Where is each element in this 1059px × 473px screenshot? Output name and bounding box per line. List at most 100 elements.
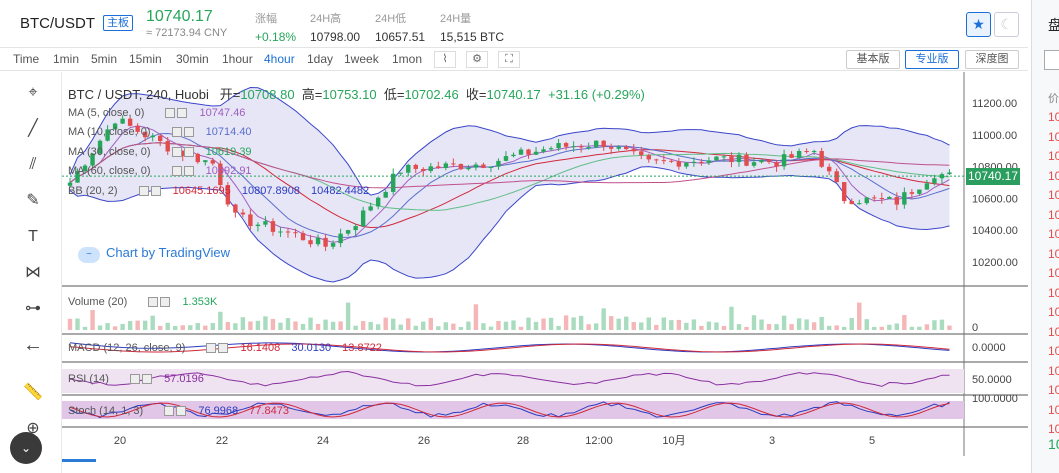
ma30-legend[interactable]: MA (30, close, 0) 10619.39: [68, 146, 252, 158]
stat-label: 24H高: [310, 13, 342, 25]
close-icon[interactable]: [183, 147, 194, 158]
collapse-icon[interactable]: ⌄: [10, 432, 42, 464]
volume-bar: [744, 326, 749, 330]
volume-bar: [203, 325, 208, 330]
timeframe-1hour[interactable]: 1hour: [222, 52, 253, 66]
trend-line-icon[interactable]: ╱: [28, 120, 38, 137]
close-icon[interactable]: [160, 297, 171, 308]
sell-price-row[interactable]: 10: [1048, 227, 1059, 241]
candle-body: [744, 154, 749, 166]
timeframe-4hour[interactable]: 4hour: [264, 52, 295, 66]
close-icon[interactable]: [142, 374, 153, 385]
pro-view-button[interactable]: 专业版: [905, 50, 959, 69]
volume-bar: [526, 317, 531, 330]
close-icon[interactable]: [177, 108, 188, 119]
close-icon[interactable]: [176, 406, 187, 417]
settings-icon[interactable]: [130, 374, 141, 385]
macd-legend[interactable]: MACD (12, 26, close, 9) 16.1408 30.0130 …: [68, 342, 382, 354]
rsi-legend[interactable]: RSI (14) 57.0196: [68, 373, 204, 385]
measure-icon[interactable]: ⊶: [25, 300, 41, 317]
settings-icon[interactable]: [171, 127, 182, 138]
candle-body: [586, 147, 591, 149]
macd-value-2: 30.0130: [291, 342, 332, 354]
sell-price-row[interactable]: 10: [1048, 305, 1059, 319]
ruler-icon[interactable]: 📏: [23, 384, 43, 401]
volume-bar: [451, 323, 456, 330]
scroll-indicator[interactable]: [62, 459, 96, 462]
sell-price-row[interactable]: 10: [1048, 344, 1059, 358]
timeframe-15min[interactable]: 15min: [129, 52, 162, 66]
sell-price-row[interactable]: 10: [1048, 285, 1059, 300]
settings-icon[interactable]: [206, 343, 217, 354]
sell-price-row[interactable]: 10: [1048, 188, 1059, 202]
volume-bar: [571, 317, 576, 330]
fib-icon[interactable]: ⫽: [29, 156, 37, 173]
sell-price-row[interactable]: 10: [1048, 402, 1059, 417]
settings-icon[interactable]: [148, 297, 159, 308]
sell-price-row[interactable]: 10: [1048, 168, 1059, 183]
ma5-legend[interactable]: MA (5, close, 0) 10747.46: [68, 107, 245, 119]
back-arrow-icon[interactable]: ←: [23, 334, 43, 356]
timeframe-1day[interactable]: 1day: [307, 52, 334, 66]
close-icon[interactable]: [183, 127, 194, 138]
market-tag: 主板: [103, 15, 133, 31]
settings-icon[interactable]: [171, 147, 182, 158]
depth-chart-button[interactable]: 深度图: [965, 50, 1019, 69]
timeframe-time[interactable]: Time: [13, 52, 40, 66]
sell-price-row[interactable]: 10: [1048, 363, 1059, 378]
text-icon[interactable]: T: [28, 228, 38, 245]
stat-change: 涨幅 +0.18%: [255, 10, 296, 44]
sell-price-row[interactable]: 10: [1048, 246, 1059, 261]
ma60-legend[interactable]: MA (60, close, 0) 10692.91: [68, 165, 252, 177]
volume-bar: [278, 322, 283, 330]
sell-price-row[interactable]: 10: [1048, 207, 1059, 222]
settings-icon[interactable]: [165, 108, 176, 119]
candle-body: [804, 151, 809, 153]
bb-legend[interactable]: BB (20, 2) 10645.1695 10807.8908 10482.4…: [68, 185, 369, 197]
settings-icon[interactable]: [171, 166, 182, 177]
sell-price-row[interactable]: 10: [1048, 129, 1059, 144]
settings-icon[interactable]: ⚙: [466, 51, 488, 68]
sell-price-row[interactable]: 10: [1048, 324, 1059, 339]
ma10-value: 10714.40: [205, 126, 252, 138]
ma10-legend[interactable]: MA (10, close, 0) 10714.40: [68, 126, 252, 138]
sell-price-row[interactable]: 10: [1048, 149, 1059, 163]
settings-icon[interactable]: [164, 406, 175, 417]
volume-bar: [270, 318, 276, 330]
volume-bar: [225, 322, 231, 330]
volume-legend[interactable]: Volume (20) 1.353K: [68, 296, 217, 308]
candle-body: [406, 164, 411, 173]
timeframe-5min[interactable]: 5min: [91, 52, 118, 66]
depth-toggle-icon[interactable]: [1044, 50, 1059, 70]
timeframe-30min[interactable]: 30min: [176, 52, 209, 66]
crosshair-icon[interactable]: ⌖: [28, 84, 38, 101]
timeframe-1min[interactable]: 1min: [53, 52, 80, 66]
star-icon[interactable]: ★: [966, 12, 991, 37]
price-chart[interactable]: 11200.0011000.0010800.0010600.0010400.00…: [62, 72, 1028, 456]
sell-price-row[interactable]: 10: [1048, 422, 1059, 436]
pattern-icon[interactable]: ⋈: [25, 264, 41, 281]
candle-body: [338, 233, 343, 244]
moon-icon[interactable]: ☾: [994, 12, 1019, 37]
candle-body: [811, 151, 817, 153]
tradingview-watermark[interactable]: ~ Chart by TradingView: [78, 245, 230, 263]
sell-price-row[interactable]: 10: [1048, 383, 1059, 397]
brush-icon[interactable]: ✎: [26, 192, 40, 209]
sell-price-row[interactable]: 10: [1048, 266, 1059, 280]
volume-bar: [285, 318, 291, 330]
volume-bar: [887, 324, 892, 330]
settings-icon[interactable]: [138, 186, 149, 197]
chart-type-icon[interactable]: ⌇: [434, 51, 456, 68]
close-icon[interactable]: [183, 166, 194, 177]
candle-body: [180, 150, 185, 157]
candle-body: [278, 231, 283, 233]
sell-price-row[interactable]: 10: [1048, 110, 1059, 124]
timeframe-1mon[interactable]: 1mon: [392, 52, 423, 66]
legend-open-label: 开=: [219, 87, 241, 102]
timeframe-1week[interactable]: 1week: [344, 52, 379, 66]
fullscreen-icon[interactable]: ⛶: [498, 51, 520, 68]
close-icon[interactable]: [150, 186, 161, 197]
close-icon[interactable]: [218, 343, 229, 354]
stoch-legend[interactable]: Stoch (14, 1, 3) 76.9968 77.8473: [68, 405, 289, 417]
basic-view-button[interactable]: 基本版: [846, 50, 900, 69]
